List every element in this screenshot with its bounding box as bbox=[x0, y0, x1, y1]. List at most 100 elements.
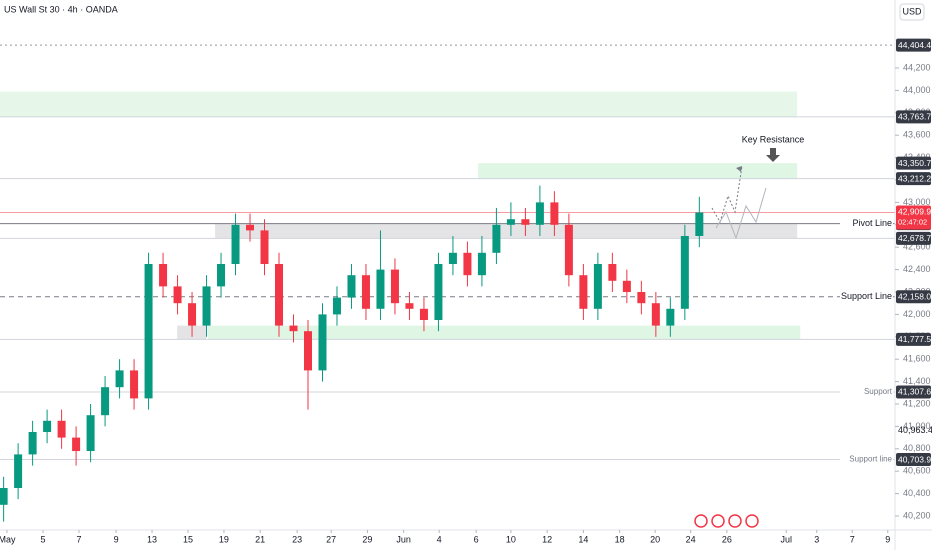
x-tick-label: 10 bbox=[506, 534, 516, 544]
arrow-stem bbox=[770, 148, 776, 155]
candle-body bbox=[14, 454, 23, 488]
y-tick-label: 42,400 bbox=[903, 264, 931, 274]
annotation-bg bbox=[840, 217, 893, 230]
candle-body bbox=[130, 370, 139, 399]
candle-body bbox=[217, 263, 226, 287]
level-label: 40,703.9 bbox=[898, 454, 931, 464]
candle-body bbox=[231, 224, 240, 264]
currency-box bbox=[899, 3, 925, 21]
level-box bbox=[896, 332, 931, 346]
current-price-label: 42,909.9 bbox=[898, 207, 931, 217]
y-tick-label: 40,400 bbox=[903, 488, 931, 498]
candle-body bbox=[477, 252, 486, 276]
candle-body bbox=[448, 252, 457, 264]
zones bbox=[0, 91, 801, 340]
event-icon bbox=[728, 514, 742, 528]
candle-body bbox=[332, 297, 341, 315]
candle-body bbox=[86, 415, 95, 452]
level-box bbox=[896, 385, 931, 399]
x-tick-label: Jun bbox=[396, 534, 411, 544]
x-tick-label: 14 bbox=[578, 534, 588, 544]
candle-body bbox=[289, 325, 298, 332]
candles bbox=[0, 185, 704, 522]
key-resistance: Key Resistance bbox=[742, 134, 805, 144]
candle-body bbox=[115, 370, 124, 388]
candle-body bbox=[28, 431, 37, 455]
candle-body bbox=[303, 331, 312, 371]
x-tick-label: May bbox=[0, 534, 16, 544]
y-tick-label: 44,200 bbox=[903, 62, 931, 72]
level-box bbox=[896, 38, 931, 52]
level-box bbox=[896, 156, 931, 170]
candle-body bbox=[57, 420, 66, 438]
x-tick-label: 20 bbox=[650, 534, 660, 544]
zone bbox=[215, 223, 798, 239]
candle-body bbox=[506, 219, 515, 225]
candle-body bbox=[419, 308, 428, 320]
candle-body bbox=[535, 202, 544, 225]
level-box bbox=[896, 290, 931, 304]
candle-body bbox=[579, 275, 588, 309]
candle-body bbox=[390, 269, 399, 304]
x-tick-label: 21 bbox=[255, 534, 265, 544]
x-tick-label: 9 bbox=[885, 534, 890, 544]
y-tick-label: 41,000 bbox=[903, 421, 931, 431]
x-tick-label: 5 bbox=[41, 534, 46, 544]
x-tick-label: 15 bbox=[183, 534, 193, 544]
x-tick-label: Jul bbox=[781, 534, 793, 544]
candle-body bbox=[72, 437, 81, 452]
x-tick-label: 3 bbox=[814, 534, 819, 544]
candle-body bbox=[361, 275, 370, 309]
y-tick-label: 41,400 bbox=[903, 376, 931, 386]
candle-body bbox=[492, 224, 501, 253]
level-box bbox=[896, 231, 931, 245]
level-label: 43,350.7 bbox=[898, 158, 931, 168]
candle-body bbox=[564, 224, 573, 276]
zone bbox=[207, 325, 801, 340]
candle-body bbox=[695, 212, 704, 236]
axis: 40,200 40,400 40,600 40,800 41,000 41,200 41,4… bbox=[0, 38, 932, 544]
candle-body bbox=[666, 308, 675, 326]
candle-body bbox=[637, 291, 646, 304]
current-price-box bbox=[896, 205, 931, 230]
candle-body bbox=[246, 224, 255, 231]
candle-body bbox=[376, 269, 385, 309]
level-box bbox=[896, 453, 931, 467]
event-icon bbox=[745, 514, 759, 528]
candle-body bbox=[188, 303, 197, 326]
candle-body bbox=[260, 230, 269, 264]
y-tick-label: 42,600 bbox=[903, 242, 931, 252]
level-box bbox=[896, 172, 931, 186]
x-tick-label: 18 bbox=[615, 534, 625, 544]
candle-body bbox=[347, 275, 356, 298]
projection-up bbox=[711, 165, 743, 224]
projection-alt bbox=[715, 187, 767, 240]
candle-body bbox=[521, 219, 530, 225]
projection-arrow bbox=[736, 166, 742, 172]
candle-body bbox=[173, 286, 182, 304]
level-box bbox=[896, 110, 931, 124]
level-label: 40,963.4 bbox=[898, 425, 932, 435]
annotation-bg bbox=[840, 290, 893, 303]
candle-body bbox=[43, 420, 52, 432]
y-tick-label: 44,000 bbox=[903, 85, 931, 95]
candle-body bbox=[622, 280, 631, 292]
level-label: 41,307.6 bbox=[898, 387, 931, 397]
y-tick-label: 43,600 bbox=[903, 130, 931, 140]
level-label: 41,777.5 bbox=[898, 334, 931, 344]
annotation: Support Line bbox=[841, 291, 892, 301]
annotation: Support line bbox=[849, 455, 892, 464]
annotation-bg bbox=[840, 385, 893, 398]
x-tick-label: 27 bbox=[326, 534, 336, 544]
y-tick-label: 42,000 bbox=[903, 309, 931, 319]
level-label: 44,404.4 bbox=[898, 40, 931, 50]
countdown: 02:47:02 bbox=[898, 217, 927, 226]
level-label: 42,678.7 bbox=[898, 233, 931, 243]
candle-body bbox=[463, 252, 472, 276]
event-icon bbox=[711, 514, 725, 528]
event-icon bbox=[694, 514, 708, 528]
candle-body bbox=[680, 235, 689, 309]
candle-body bbox=[159, 263, 168, 287]
y-tick-label: 40,200 bbox=[903, 510, 931, 520]
